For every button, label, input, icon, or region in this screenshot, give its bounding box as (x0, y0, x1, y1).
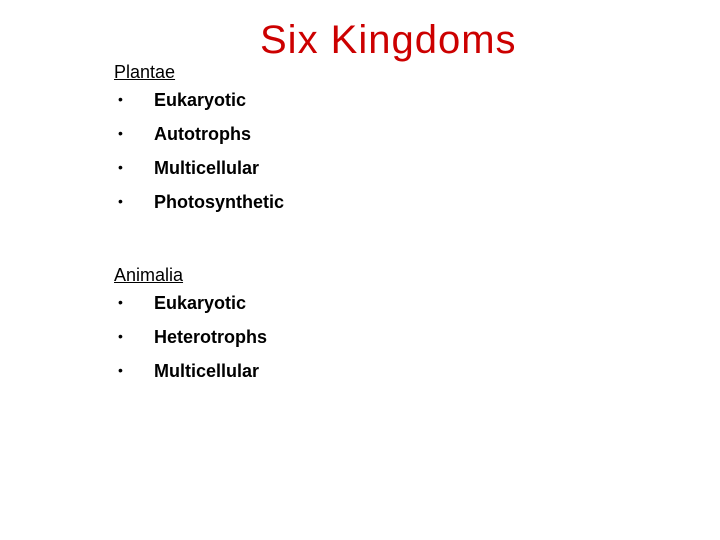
section-animalia: Animalia • Eukaryotic • Heterotrophs • M… (0, 265, 720, 396)
list-item: • Photosynthetic (118, 193, 720, 211)
bullet-icon: • (118, 295, 154, 309)
section-heading-plantae: Plantae (114, 62, 720, 83)
bullet-icon: • (118, 160, 154, 174)
list-item-label: Heterotrophs (154, 328, 267, 346)
list-item-label: Multicellular (154, 362, 259, 380)
bullet-icon: • (118, 126, 154, 140)
list-item-label: Autotrophs (154, 125, 251, 143)
list-item-label: Eukaryotic (154, 91, 246, 109)
list-item-label: Eukaryotic (154, 294, 246, 312)
list-item: • Autotrophs (118, 125, 720, 143)
bullet-icon: • (118, 363, 154, 377)
slide: Six Kingdoms Plantae • Eukaryotic • Auto… (0, 0, 720, 540)
list-item: • Heterotrophs (118, 328, 720, 346)
list-item: • Multicellular (118, 362, 720, 380)
section-heading-animalia: Animalia (114, 265, 720, 286)
list-item: • Multicellular (118, 159, 720, 177)
list-item: • Eukaryotic (118, 294, 720, 312)
bullet-list-plantae: • Eukaryotic • Autotrophs • Multicellula… (0, 91, 720, 211)
list-item: • Eukaryotic (118, 91, 720, 109)
bullet-icon: • (118, 329, 154, 343)
slide-title: Six Kingdoms (260, 18, 517, 63)
section-plantae: Plantae • Eukaryotic • Autotrophs • Mult… (0, 62, 720, 227)
list-item-label: Photosynthetic (154, 193, 284, 211)
bullet-list-animalia: • Eukaryotic • Heterotrophs • Multicellu… (0, 294, 720, 380)
bullet-icon: • (118, 92, 154, 106)
bullet-icon: • (118, 194, 154, 208)
list-item-label: Multicellular (154, 159, 259, 177)
